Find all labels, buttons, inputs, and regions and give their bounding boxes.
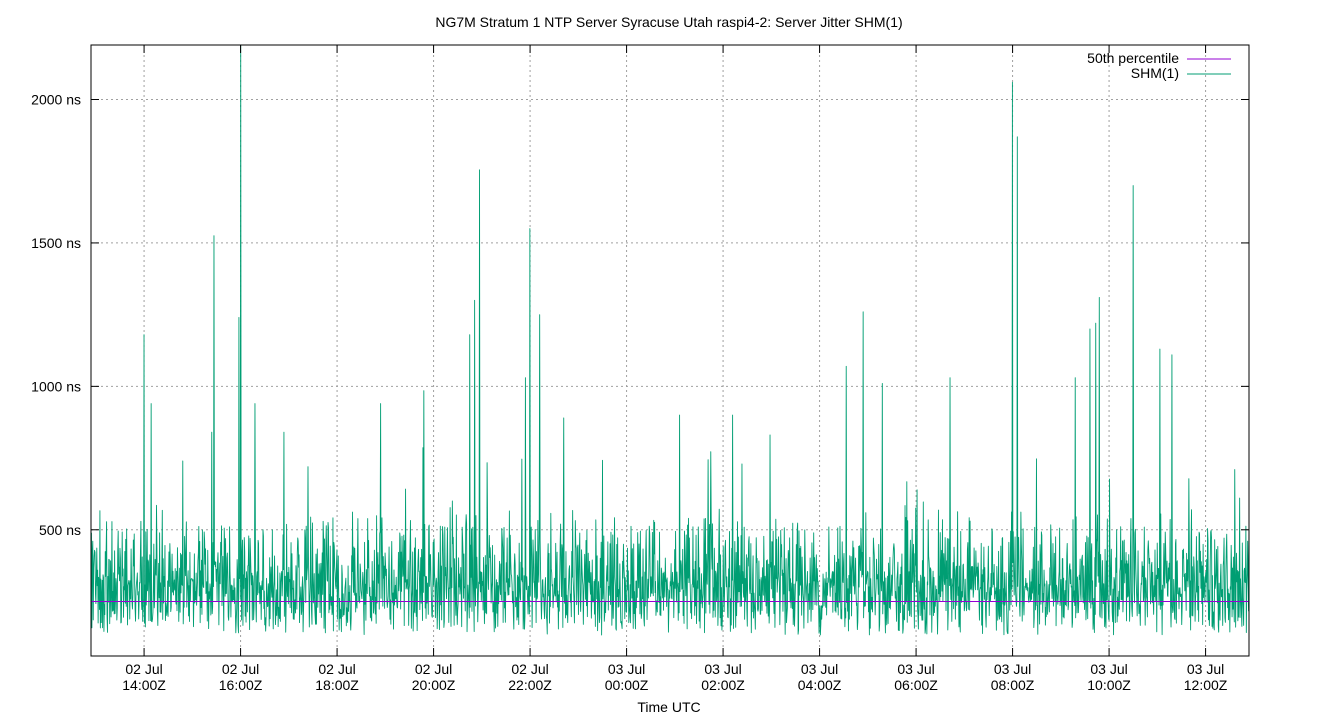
x-tick-label-time: 04:00Z (798, 677, 842, 693)
x-tick-label-time: 00:00Z (605, 677, 649, 693)
x-tick-label-time: 22:00Z (508, 677, 552, 693)
y-tick-label: 2000 ns (31, 92, 81, 108)
y-tick-label: 500 ns (39, 522, 81, 538)
x-tick-label-date: 03 Jul (608, 661, 645, 677)
x-tick-label-date: 03 Jul (1187, 661, 1224, 677)
x-tick-label-time: 18:00Z (315, 677, 359, 693)
legend-label: SHM(1) (1131, 65, 1179, 81)
x-tick-label-time: 12:00Z (1184, 677, 1228, 693)
x-tick-label-date: 02 Jul (222, 661, 259, 677)
x-tick-label-time: 06:00Z (894, 677, 938, 693)
x-tick-label-date: 02 Jul (125, 661, 162, 677)
x-tick-label-time: 08:00Z (991, 677, 1035, 693)
x-tick-label-date: 03 Jul (1090, 661, 1127, 677)
x-tick-label-time: 14:00Z (122, 677, 166, 693)
x-tick-label-date: 02 Jul (415, 661, 452, 677)
x-tick-label-date: 03 Jul (801, 661, 838, 677)
x-axis-label: Time UTC (637, 699, 700, 715)
y-tick-label: 1000 ns (31, 378, 81, 394)
x-tick-label-time: 16:00Z (219, 677, 263, 693)
x-tick-label-date: 03 Jul (704, 661, 741, 677)
x-tick-label-date: 02 Jul (318, 661, 355, 677)
x-tick-label-time: 10:00Z (1087, 677, 1131, 693)
series-layer (90, 44, 1250, 636)
x-tick-label-date: 02 Jul (511, 661, 548, 677)
plot-frame (90, 44, 1250, 657)
chart-title: NG7M Stratum 1 NTP Server Syracuse Utah … (435, 14, 902, 30)
legend-label: 50th percentile (1087, 50, 1179, 66)
x-tick-label-time: 20:00Z (412, 677, 456, 693)
y-tick-label: 1500 ns (31, 235, 81, 251)
x-tick-label-date: 03 Jul (994, 661, 1031, 677)
x-tick-label-date: 03 Jul (897, 661, 934, 677)
x-tick-label-time: 02:00Z (701, 677, 745, 693)
series-line-shm1 (90, 44, 1250, 636)
